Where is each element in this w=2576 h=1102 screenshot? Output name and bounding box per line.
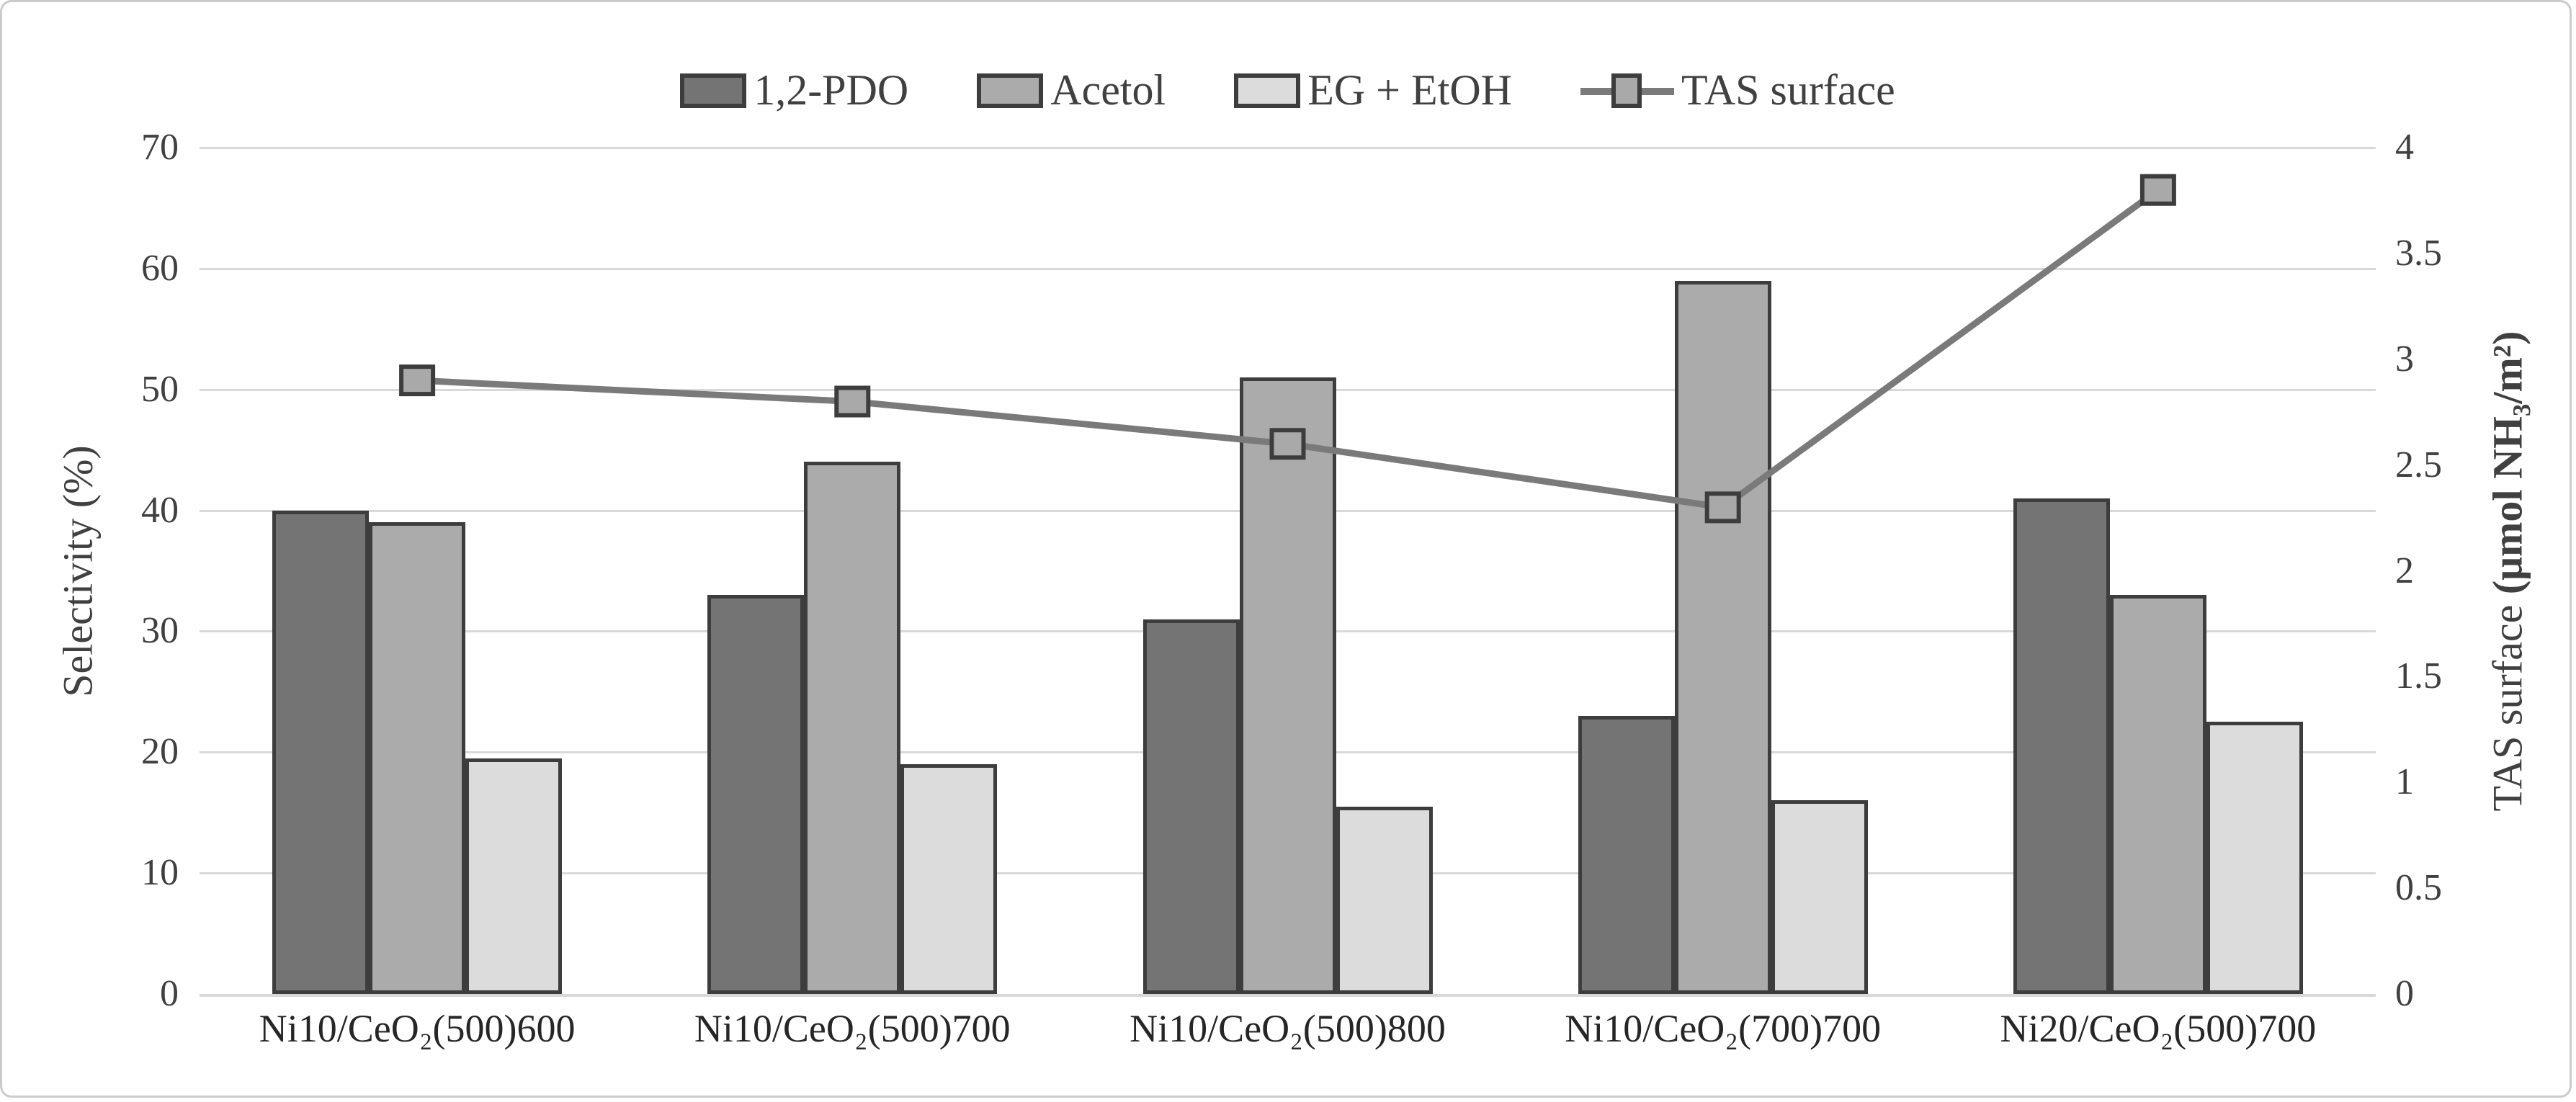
right-axis-title: TAS surface (μmol NH₃/m²) — [2484, 331, 2532, 811]
left-axis-tick-40: 40 — [141, 489, 179, 531]
left-axis-tick-10: 10 — [141, 852, 179, 894]
left-axis-tick-30: 30 — [141, 610, 179, 652]
left-axis-tick-70: 70 — [141, 127, 179, 168]
chart-legend: 1,2-PDO Acetol EG + EtOH TAS surface — [200, 66, 2376, 115]
bar-1-2-pdo-2 — [707, 595, 805, 994]
left-axis-title: Selectivity (%) — [54, 445, 102, 697]
tas-surface-marker-3 — [1269, 428, 1306, 460]
right-axis-tick-3: 3 — [2395, 338, 2414, 380]
tas-surface-line-layer — [399, 174, 2176, 524]
category-label-2: Ni10/CeO₂(500)700 — [694, 1007, 1011, 1050]
left-axis-tick-20: 20 — [141, 731, 179, 773]
category-label-4: Ni10/CeO₂(700)700 — [1565, 1007, 1882, 1050]
legend-swatch-icon — [1234, 73, 1301, 108]
bar-eg-etoh-2 — [900, 764, 998, 994]
right-axis-tick-2.5: 2.5 — [2395, 444, 2442, 485]
legend-item-tas-surface: TAS surface — [1580, 66, 1895, 115]
right-axis-tick-4: 4 — [2395, 127, 2414, 168]
bar-1-2-pdo-5 — [2013, 498, 2110, 994]
tas-surface-marker-5 — [2139, 174, 2176, 206]
right-axis-tick-3.5: 3.5 — [2395, 232, 2442, 274]
tas-surface-marker-2 — [834, 385, 871, 418]
right-axis-title-unit: (μmol NH₃/m²) — [2484, 330, 2531, 594]
legend-swatch-icon — [680, 73, 747, 108]
right-axis-tick-1.5: 1.5 — [2395, 655, 2442, 697]
left-axis-tick-0: 0 — [160, 973, 179, 1014]
legend-line-marker-icon — [1580, 69, 1674, 112]
legend-label: Acetol — [1050, 66, 1166, 114]
bar-1-2-pdo-3 — [1142, 619, 1240, 994]
bar-eg-etoh-4 — [1771, 800, 1868, 994]
bar-eg-etoh-1 — [465, 758, 563, 994]
right-axis-tick-1: 1 — [2395, 761, 2414, 803]
tas-surface-marker-1 — [399, 364, 436, 397]
legend-label: TAS surface — [1681, 66, 1895, 114]
horizontal-gridline — [200, 267, 2376, 270]
right-axis-tick-0: 0 — [2395, 973, 2414, 1014]
left-axis-tick-60: 60 — [141, 247, 179, 289]
category-label-1: Ni10/CeO₂(500)600 — [259, 1007, 576, 1050]
bar-acetol-4 — [1674, 280, 1771, 994]
category-label-5: Ni20/CeO₂(500)700 — [2000, 1007, 2317, 1050]
horizontal-gridline — [200, 147, 2376, 149]
bar-acetol-1 — [369, 522, 466, 994]
legend-label: 1,2-PDO — [753, 66, 909, 114]
bar-eg-etoh-3 — [1336, 806, 1433, 994]
plot-area — [200, 147, 2376, 997]
bar-acetol-2 — [804, 462, 901, 994]
bar-eg-etoh-5 — [2206, 722, 2303, 994]
tas-surface-marker-4 — [1704, 491, 1741, 524]
legend-marker-square — [1611, 73, 1642, 108]
bar-acetol-3 — [1239, 377, 1336, 994]
x-axis-line — [200, 994, 2376, 997]
legend-item-acetol: Acetol — [977, 66, 1166, 115]
tas-surface-line — [416, 187, 2160, 511]
left-axis-title-text: Selectivity (%) — [54, 444, 102, 697]
bar-1-2-pdo-4 — [1578, 715, 1675, 994]
right-axis-tick-0.5: 0.5 — [2395, 867, 2442, 909]
legend-swatch-icon — [977, 73, 1044, 108]
bar-1-2-pdo-1 — [272, 510, 370, 994]
left-axis-tick-50: 50 — [141, 368, 179, 410]
legend-item-1-2-pdo: 1,2-PDO — [680, 66, 908, 115]
category-label-3: Ni10/CeO₂(500)800 — [1130, 1007, 1446, 1050]
right-axis-title-text: TAS surface — [2484, 593, 2531, 812]
legend-item-eg-etoh: EG + EtOH — [1234, 66, 1512, 115]
legend-label: EG + EtOH — [1307, 66, 1512, 114]
bar-acetol-5 — [2109, 595, 2206, 994]
right-axis-tick-2: 2 — [2395, 550, 2414, 591]
